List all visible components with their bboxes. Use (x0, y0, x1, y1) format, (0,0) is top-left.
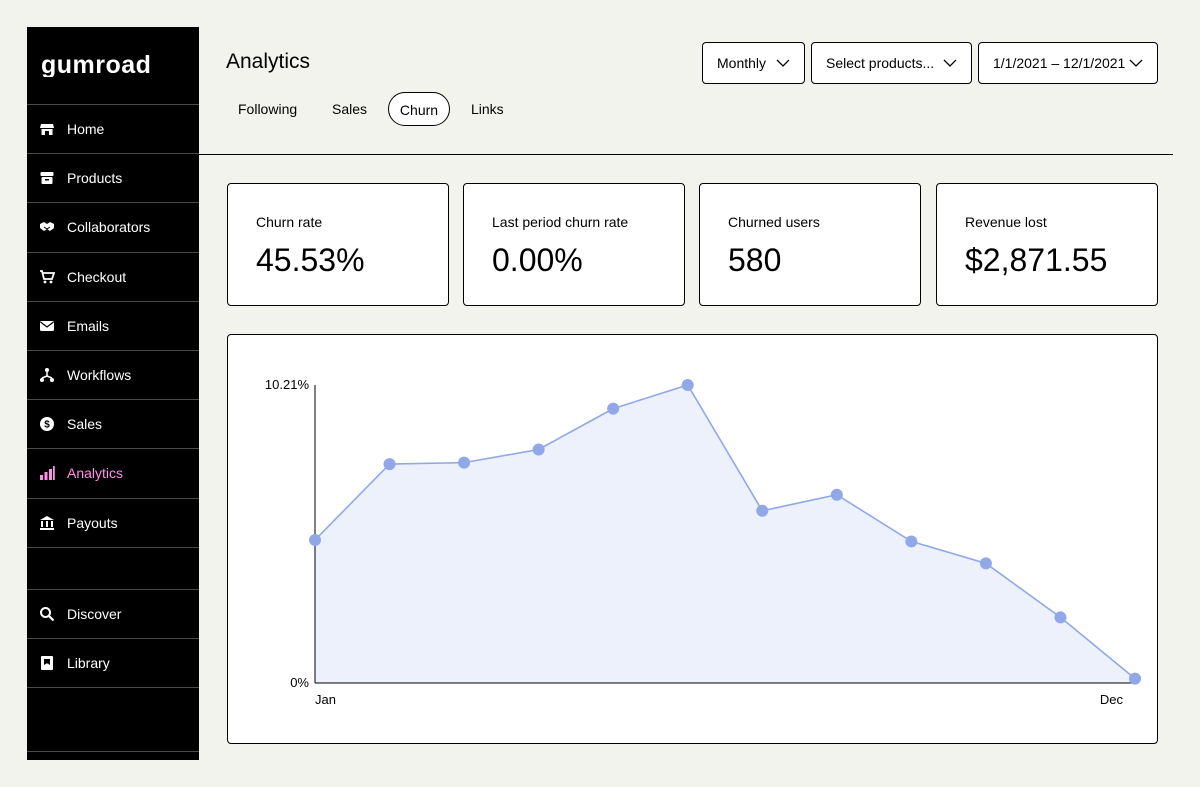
sidebar-item-label: Emails (67, 318, 110, 334)
data-point-dec[interactable] (1129, 672, 1141, 685)
header-divider (199, 154, 1173, 155)
sidebar-divider (27, 547, 199, 548)
bank-icon (39, 515, 55, 531)
sidebar-item-label: Analytics (67, 465, 124, 481)
sidebar-item-workflows[interactable]: Workflows (27, 350, 199, 399)
data-point-mar[interactable] (458, 456, 471, 469)
period-select-value: Monthly (717, 55, 767, 71)
sidebar-item-payouts[interactable]: Payouts (27, 498, 199, 547)
sidebar-divider (27, 687, 199, 688)
data-point-apr[interactable] (532, 443, 545, 456)
data-point-aug[interactable] (830, 488, 843, 501)
sidebar-item-emails[interactable]: Emails (27, 301, 199, 350)
chevron-down-icon (1129, 59, 1143, 67)
workflow-icon (39, 367, 55, 383)
stat-label: Revenue lost (965, 214, 1047, 230)
sidebar-item-label: Discover (67, 606, 122, 622)
data-point-feb[interactable] (383, 458, 396, 471)
svg-text:gumroad: gumroad (41, 51, 151, 77)
bar-chart-icon (39, 465, 55, 481)
date-range-select[interactable]: 1/1/2021 – 12/1/2021 (978, 42, 1158, 84)
stat-card-revenue-lost: Revenue lost $2,871.55 (936, 183, 1158, 306)
stat-card-churn-rate: Churn rate 45.53% (227, 183, 449, 306)
search-icon (39, 606, 55, 622)
sidebar-item-home[interactable]: Home (27, 104, 199, 153)
sidebar-item-sales[interactable]: $ Sales (27, 399, 199, 448)
x-tick-label-end: Dec (1100, 692, 1124, 707)
tab-following[interactable]: Following (238, 101, 298, 117)
x-tick-label-start: Jan (315, 692, 336, 707)
sidebar-item-label: Collaborators (67, 219, 151, 235)
stat-value: 580 (728, 242, 782, 278)
sidebar: gumroad Home Products Collaborators Checkou… (27, 27, 199, 760)
products-select-placeholder: Select products... (826, 55, 935, 71)
products-select[interactable]: Select products... (811, 42, 972, 84)
sidebar-item-discover[interactable]: Discover (27, 589, 199, 638)
sidebar-item-library[interactable]: Library (27, 638, 199, 687)
sidebar-item-checkout[interactable]: Checkout (27, 252, 199, 301)
y-tick-label-max: 10.21% (265, 377, 310, 392)
sidebar-item-label: Home (67, 121, 105, 137)
tab-sales[interactable]: Sales (332, 101, 368, 117)
handshake-icon (39, 219, 55, 235)
data-point-nov[interactable] (1054, 611, 1067, 624)
sidebar-item-products[interactable]: Products (27, 153, 199, 202)
sidebar-item-label: Checkout (67, 269, 127, 285)
svg-text:$: $ (44, 420, 50, 431)
data-point-jul[interactable] (756, 504, 769, 517)
area-fill (315, 385, 1135, 683)
churn-chart-panel: 10.21% 0% Jan Dec (227, 334, 1158, 744)
sidebar-item-label: Workflows (67, 367, 132, 383)
gumroad-logo[interactable]: gumroad (41, 51, 181, 77)
sidebar-item-analytics[interactable]: Analytics (27, 448, 199, 497)
period-select[interactable]: Monthly (702, 42, 805, 84)
series-line (314, 384, 1136, 680)
page-title: Analytics (226, 50, 311, 73)
archive-icon (39, 170, 55, 186)
stat-label: Churn rate (256, 214, 323, 230)
chevron-down-icon (776, 59, 790, 67)
stat-label: Churned users (728, 214, 820, 230)
sidebar-divider (27, 751, 199, 752)
cart-icon (39, 269, 55, 285)
stat-card-last-period-churn: Last period churn rate 0.00% (463, 183, 685, 306)
tab-links[interactable]: Links (471, 101, 504, 117)
data-point-oct[interactable] (979, 557, 992, 570)
data-point-sep[interactable] (905, 535, 918, 548)
sidebar-item-collaborators[interactable]: Collaborators (27, 202, 199, 251)
dollar-circle-icon: $ (39, 416, 55, 432)
chevron-down-icon (943, 59, 957, 67)
data-point-jun[interactable] (681, 379, 694, 391)
sidebar-item-label: Products (67, 170, 123, 186)
data-point-jan[interactable] (309, 533, 321, 546)
date-range-value: 1/1/2021 – 12/1/2021 (993, 55, 1126, 71)
store-icon (39, 121, 55, 137)
tab-churn[interactable]: Churn (388, 92, 450, 126)
sidebar-item-label: Library (67, 655, 110, 671)
churn-chart[interactable]: 10.21% 0% Jan Dec (228, 335, 1157, 743)
stat-value: 0.00% (492, 242, 583, 278)
sidebar-item-label: Payouts (67, 515, 118, 531)
stat-card-churned-users: Churned users 580 (699, 183, 921, 306)
data-point-may[interactable] (607, 402, 620, 415)
stat-label: Last period churn rate (492, 214, 629, 230)
y-tick-label-min: 0% (290, 675, 309, 690)
stat-value: 45.53% (256, 242, 365, 278)
sidebar-item-label: Sales (67, 416, 103, 432)
envelope-icon (39, 318, 55, 334)
bookmark-icon (39, 655, 55, 671)
stat-value: $2,871.55 (965, 242, 1108, 278)
